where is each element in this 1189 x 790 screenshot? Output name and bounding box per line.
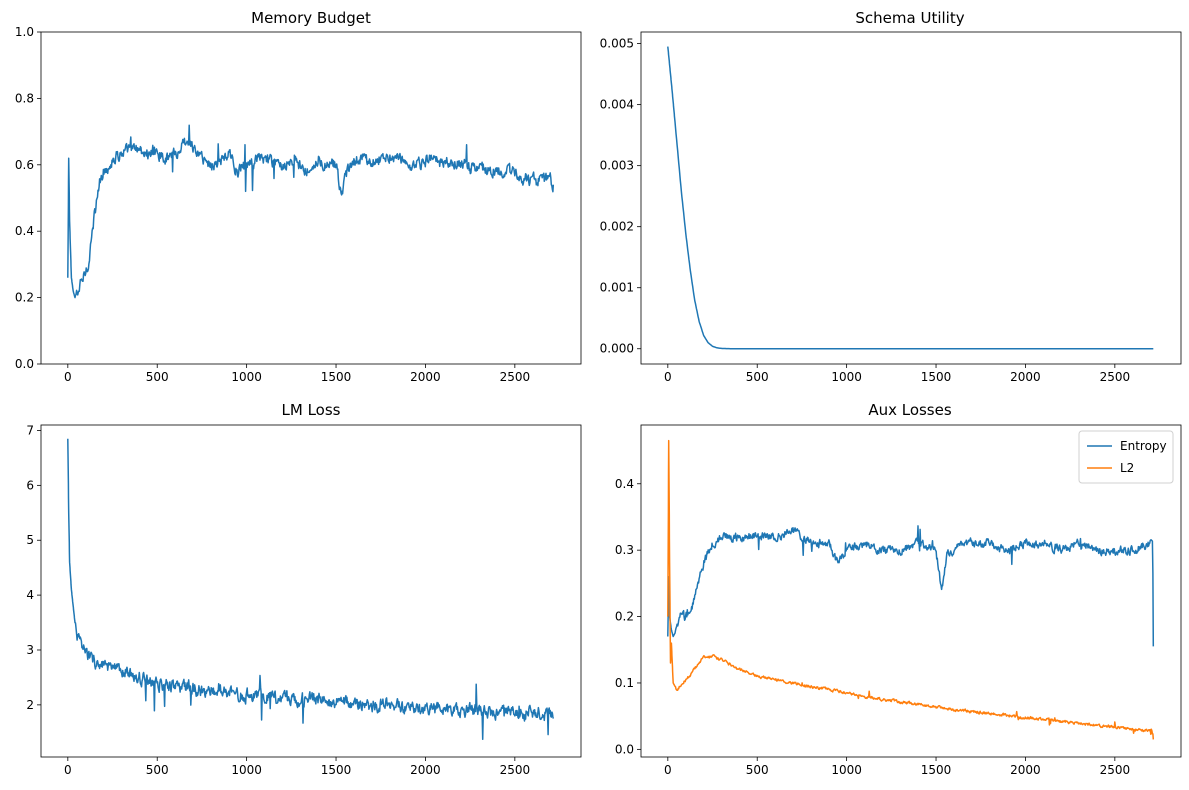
schema-utility-title: Schema Utility [855, 9, 964, 27]
aux-losses-axes-frame [640, 424, 1182, 758]
schema-utility-y-tick-label: 0.004 [600, 98, 634, 112]
memory-budget-series-0-line [67, 124, 555, 299]
lm-loss-y-tick-label: 3 [26, 643, 34, 657]
memory-budget-y-tick-label: 0.6 [15, 158, 34, 172]
lm-loss-series-0-line [67, 438, 555, 741]
aux-losses-y-tick-label: 0.2 [615, 610, 634, 624]
memory-budget-x-tick-label: 500 [146, 370, 169, 384]
memory-budget-x-tick-label: 2000 [410, 370, 441, 384]
aux-losses-x-tick-label: 500 [746, 763, 769, 777]
lm-loss-y-tick-label: 7 [26, 423, 34, 437]
schema-utility-y-tick-label: 0.003 [600, 159, 634, 173]
schema-utility-x-tick-label: 0 [664, 370, 672, 384]
lm-loss-y-tick-label: 6 [26, 478, 34, 492]
aux-losses-legend: Entropy L2 [1078, 430, 1174, 484]
aux-losses-panel: Aux Losses 0 500 1000 1500 2000 2500 0.0 0.1 0.2… [615, 401, 1182, 777]
schema-utility-y-tick-label: 0.001 [600, 281, 634, 295]
schema-utility-panel: Schema Utility 0 500 1000 1500 2000 2500 0.000… [600, 9, 1182, 384]
aux-losses-legend-label: L2 [1120, 461, 1134, 475]
schema-utility-y-tick-label: 0.002 [600, 220, 634, 234]
aux-losses-legend-box [1078, 430, 1174, 484]
aux-losses-x-tick-label: 0 [664, 763, 672, 777]
lm-loss-title: LM Loss [282, 401, 341, 419]
lm-loss-x-tick-label: 1000 [231, 763, 262, 777]
memory-budget-y-tick-label: 0.2 [15, 291, 34, 305]
schema-utility-axes-frame [640, 31, 1182, 365]
lm-loss-x-tick-label: 1500 [321, 763, 352, 777]
schema-utility-x-tick-label: 500 [746, 370, 769, 384]
memory-budget-x-tick-label: 2500 [500, 370, 531, 384]
memory-budget-panel: Memory Budget 0 500 1000 1500 2000 2500 0.0 0.2… [15, 9, 582, 384]
aux-losses-x-tick-label: 2500 [1100, 763, 1131, 777]
lm-loss-x-tick-label: 2500 [500, 763, 531, 777]
lm-loss-x-tick-label: 2000 [410, 763, 441, 777]
lm-loss-y-tick-label: 2 [26, 698, 34, 712]
schema-utility-x-tick-label: 1500 [921, 370, 952, 384]
schema-utility-y-tick-label: 0.005 [600, 37, 634, 51]
lm-loss-axes-frame [40, 424, 582, 758]
schema-utility-x-tick-label: 2000 [1010, 370, 1041, 384]
aux-losses-entropy-line [667, 525, 1155, 647]
memory-budget-y-tick-label: 0.4 [15, 224, 34, 238]
aux-losses-x-tick-label: 1000 [831, 763, 862, 777]
aux-losses-l2-line [667, 439, 1155, 740]
aux-losses-y-tick-label: 0.0 [615, 742, 634, 756]
memory-budget-x-tick-label: 1000 [231, 370, 262, 384]
lm-loss-x-tick-label: 500 [146, 763, 169, 777]
schema-utility-x-tick-label: 2500 [1100, 370, 1131, 384]
lm-loss-panel: LM Loss 0 500 1000 1500 2000 2500 2 3 4 5 6 7 [26, 401, 582, 777]
memory-budget-axes-frame [40, 31, 582, 365]
schema-utility-y-tick-label: 0.000 [600, 342, 634, 356]
memory-budget-x-tick-label: 0 [64, 370, 72, 384]
memory-budget-y-tick-label: 0.8 [15, 91, 34, 105]
aux-losses-legend-label: Entropy [1120, 439, 1167, 453]
lm-loss-x-tick-label: 0 [64, 763, 72, 777]
memory-budget-title: Memory Budget [251, 9, 371, 27]
lm-loss-y-tick-label: 5 [26, 533, 34, 547]
lm-loss-y-tick-label: 4 [26, 588, 34, 602]
aux-losses-y-tick-label: 0.3 [615, 543, 634, 557]
schema-utility-series-0-line [667, 46, 1154, 350]
memory-budget-y-tick-label: 0.0 [15, 357, 34, 371]
aux-losses-x-tick-label: 2000 [1010, 763, 1041, 777]
aux-losses-x-tick-label: 1500 [921, 763, 952, 777]
memory-budget-y-tick-label: 1.0 [15, 25, 34, 39]
schema-utility-x-tick-label: 1000 [831, 370, 862, 384]
aux-losses-y-tick-label: 0.1 [615, 676, 634, 690]
aux-losses-y-tick-label: 0.4 [615, 477, 634, 491]
memory-budget-x-tick-label: 1500 [321, 370, 352, 384]
aux-losses-title: Aux Losses [868, 401, 952, 419]
